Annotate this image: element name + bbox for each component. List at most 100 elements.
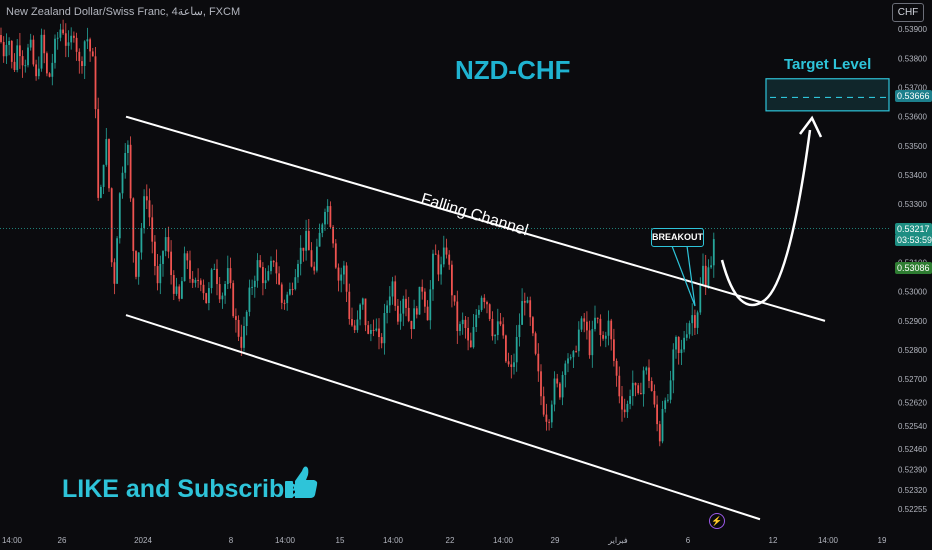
candle-body: [583, 318, 586, 322]
candle-body: [685, 334, 688, 338]
candle-body: [494, 334, 496, 337]
candle-body: [334, 243, 337, 268]
candle-body: [172, 275, 175, 294]
candle-body: [505, 335, 507, 362]
candle-body: [289, 289, 291, 295]
candle-body: [424, 291, 426, 307]
candle-body: [213, 268, 216, 270]
candle-body: [613, 339, 615, 361]
candle-body: [16, 45, 19, 70]
candle-body: [305, 230, 307, 251]
candle-body: [46, 53, 48, 74]
breakout-pointer: [671, 245, 696, 307]
candle-body: [699, 284, 702, 313]
channel-lower-line: [125, 314, 761, 521]
candle-body: [645, 367, 648, 371]
candle-body: [0, 35, 2, 42]
chart-title: NZD-CHF: [455, 55, 571, 85]
candle-body: [313, 266, 316, 271]
candle-body: [235, 316, 237, 320]
candle-body: [658, 424, 661, 442]
candle-body: [529, 300, 532, 318]
candle-body: [378, 328, 380, 338]
candle-body: [596, 317, 599, 319]
candle-body: [159, 263, 162, 284]
candle-body: [286, 294, 289, 304]
candle-body: [607, 320, 610, 336]
candle-body: [623, 409, 626, 413]
candle-body: [402, 298, 405, 314]
candle-body: [221, 295, 224, 300]
candle-body: [253, 280, 256, 287]
x-tick-label: 14:00: [493, 536, 514, 545]
candle-body: [683, 337, 685, 350]
candle-body: [453, 295, 456, 302]
y-tick-label: 0.53800: [898, 54, 927, 63]
candle-body: [637, 385, 640, 394]
candle-body: [540, 371, 542, 397]
candle-body: [154, 241, 156, 267]
symbol-title[interactable]: New Zealand Dollar/Swiss Franc, 4ساعة, F…: [6, 6, 241, 18]
candle-body: [526, 300, 529, 303]
candle-body: [356, 319, 359, 331]
candle-body: [140, 228, 143, 253]
candle-body: [299, 247, 302, 264]
candle-body: [618, 375, 621, 397]
candle-body: [89, 39, 91, 52]
candle-body: [650, 380, 653, 392]
x-tick-label: 29: [551, 536, 560, 545]
candle-body: [113, 262, 116, 284]
channel-label: Falling Channel: [419, 191, 530, 240]
candle-body: [542, 396, 545, 415]
candle-body: [507, 361, 510, 365]
candle-body: [197, 279, 199, 281]
candle-body: [270, 260, 272, 272]
candle-body: [170, 251, 172, 276]
candle-body: [62, 29, 64, 34]
candle-body: [359, 304, 361, 320]
candle-body: [486, 302, 488, 305]
candle-body: [132, 198, 135, 252]
y-tick-label: 0.52320: [898, 486, 927, 495]
candle-body: [491, 318, 494, 337]
candle-body: [577, 329, 580, 352]
candle-body: [127, 144, 129, 154]
candle-body: [534, 333, 537, 354]
candle-body: [451, 264, 453, 296]
candle-body: [189, 260, 191, 279]
candle-body: [626, 403, 629, 413]
candle-body: [307, 230, 310, 251]
candle-body: [669, 380, 672, 400]
candle-body: [2, 41, 5, 57]
candle-body: [272, 260, 275, 263]
candle-body: [702, 265, 704, 285]
currency-button[interactable]: CHF: [892, 3, 924, 22]
candle-series: [0, 19, 715, 447]
candle-body: [410, 320, 413, 330]
y-tick-label: 0.53900: [898, 25, 927, 34]
candle-body: [553, 378, 556, 405]
candle-body: [421, 286, 424, 292]
candle-body: [691, 315, 694, 324]
candle-body: [27, 47, 29, 66]
candle-body: [469, 340, 472, 348]
candle-body: [54, 38, 56, 63]
x-tick-label: 19: [878, 536, 887, 545]
candle-body: [634, 382, 637, 386]
y-tick-label: 0.53000: [898, 288, 927, 297]
candle-body: [24, 65, 27, 67]
candle-body: [550, 404, 553, 423]
candle-body: [694, 315, 696, 328]
candle-body: [478, 309, 480, 315]
candle-body: [337, 267, 340, 281]
candle-body: [116, 238, 118, 284]
y-tick-label: 0.52390: [898, 466, 927, 475]
candle-body: [361, 298, 364, 305]
candle-body: [483, 297, 486, 303]
candle-body: [275, 262, 278, 274]
candle-body: [186, 253, 189, 261]
lightning-icon[interactable]: ⚡: [709, 513, 725, 529]
candle-body: [499, 321, 502, 325]
candle-body: [267, 271, 270, 281]
candle-body: [29, 39, 32, 48]
